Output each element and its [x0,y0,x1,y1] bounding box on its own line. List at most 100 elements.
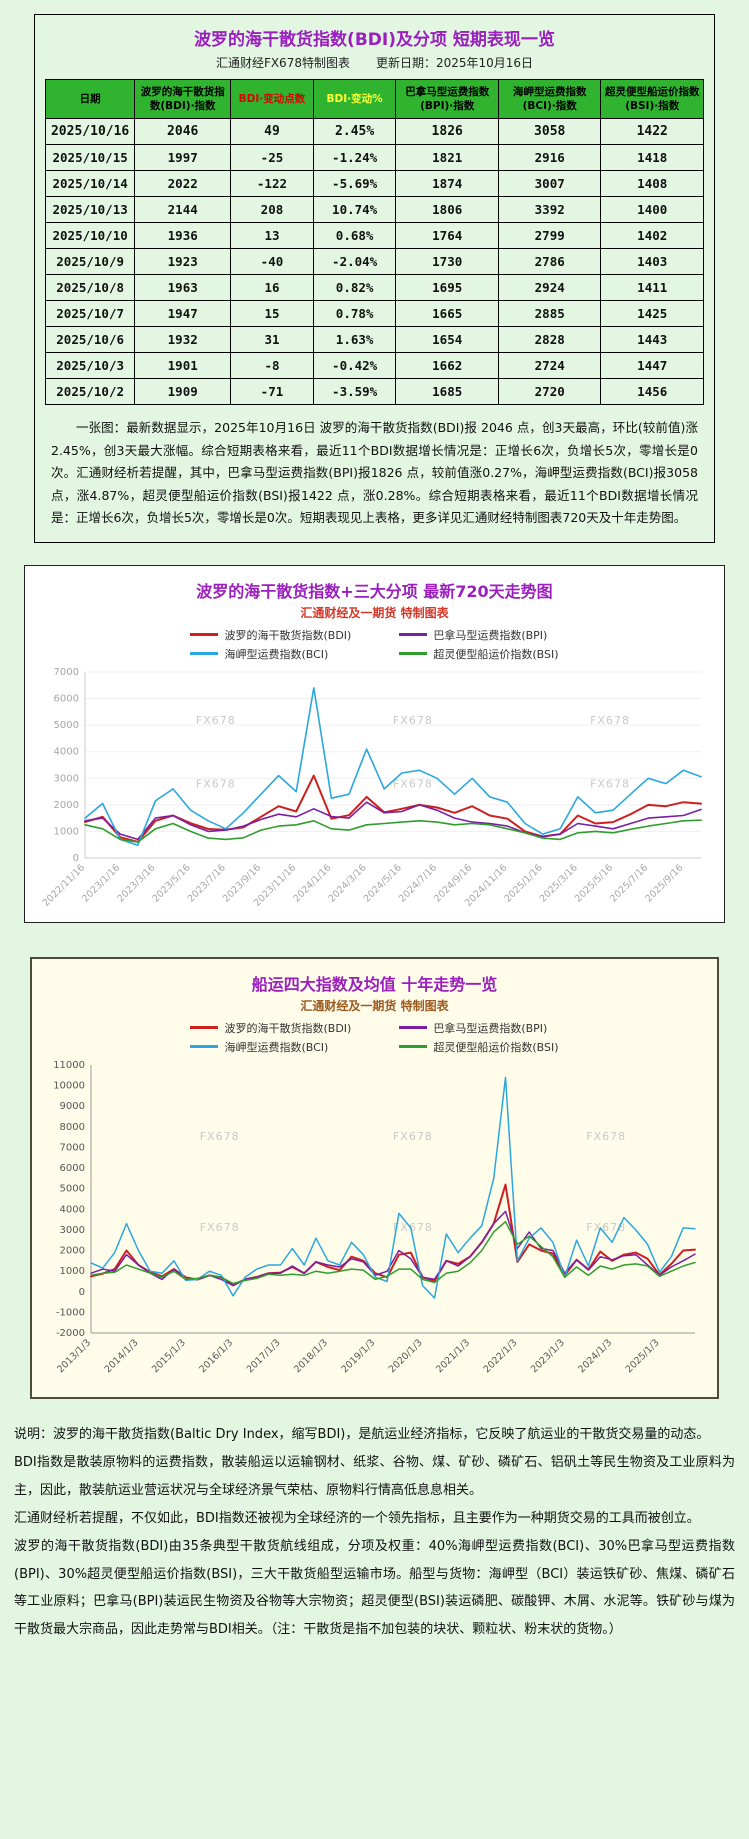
bsi-line-swatch [399,652,428,656]
svg-text:2000: 2000 [53,800,78,811]
value-cell: 1826 [395,118,499,146]
svg-text:0: 0 [72,853,78,864]
svg-text:FX678: FX678 [393,777,433,790]
value-cell: 1402 [600,222,704,250]
svg-text:7000: 7000 [59,1142,84,1153]
legend-item-bci: 海岬型运费指数(BCI) [190,646,351,662]
svg-text:6000: 6000 [59,1163,84,1174]
column-header: 海岬型运费指数(BCI)·指数 [497,78,602,120]
value-cell: -5.69% [312,170,397,198]
svg-text:5000: 5000 [53,720,78,731]
value-cell: -40 [230,248,314,276]
value-cell: 1685 [395,378,499,406]
value-cell: -0.42% [312,352,397,380]
svg-text:10000: 10000 [53,1080,85,1091]
svg-text:2017/1/3: 2017/1/3 [244,1337,282,1375]
table-subtitle-date: 更新日期：2025年10月16日 [375,56,534,70]
value-cell: 1662 [395,352,499,380]
value-cell: -25 [230,144,314,172]
date-cell: 2025/10/2 [44,378,136,406]
value-cell: 1443 [600,326,704,354]
svg-text:2013/1/3: 2013/1/3 [55,1337,93,1375]
svg-text:3000: 3000 [59,1225,84,1236]
value-cell: 2916 [497,144,602,172]
date-cell: 2025/10/7 [44,300,136,328]
header-row: 日期 波罗的海干散货指数(BDI)·指数 BDI·变动点数 BDI·变动% 巴拿马型运费… [44,78,704,120]
svg-text:2025/9/16: 2025/9/16 [643,862,685,904]
svg-text:FX678: FX678 [590,714,630,727]
svg-text:0: 0 [78,1287,84,1298]
value-cell: 2724 [497,352,602,380]
svg-text:11000: 11000 [53,1060,85,1071]
short-term-table-card: 波罗的海干散货指数(BDI)及分项 短期表现一览 汇通财经FX678特制图表 更新… [34,14,715,543]
value-cell: 1821 [395,144,499,172]
legend-item-bdi: 波罗的海干散货指数(BDI) [190,1020,351,1036]
value-cell: 1764 [395,222,499,250]
svg-text:-1000: -1000 [55,1307,84,1318]
svg-text:1000: 1000 [53,826,78,837]
chart-10y-card: 船运四大指数及均值 十年走势一览 汇通财经及一期货 特制图表 波罗的海干散货指数… [30,956,719,1399]
date-cell: 2025/10/16 [44,118,136,146]
value-cell: 1901 [134,352,232,380]
value-cell: 2022 [134,170,232,198]
value-cell: -8 [230,352,314,380]
bdi-short-term-table: 日期 波罗的海干散货指数(BDI)·指数 BDI·变动点数 BDI·变动% 巴拿马型运费… [44,78,704,406]
svg-text:2025/1/3: 2025/1/3 [623,1337,661,1375]
svg-text:9000: 9000 [59,1101,84,1112]
svg-text:FX678: FX678 [393,714,433,727]
legend-label-bsi: 超灵便型船运价指数(BSI) [433,1040,559,1054]
value-cell: 1997 [134,144,232,172]
value-cell: -71 [230,378,314,406]
column-header: BDI·变动% [312,78,397,120]
description-line: 波罗的海干散货指数(BDI)由35条典型干散货航线组成，分项及权重：40%海岬型… [14,1538,735,1638]
value-cell: 1422 [600,118,704,146]
value-cell: 1456 [600,378,704,406]
value-cell: 2144 [134,196,232,224]
table-row: 2025/10/8 1963 16 0.82% 1695 2924 1411 [44,274,704,302]
date-cell: 2025/10/14 [44,170,136,198]
svg-text:2022/11/16: 2022/11/16 [40,862,87,909]
svg-text:4000: 4000 [59,1204,84,1215]
column-header: BDI·变动点数 [230,78,314,120]
legend-label-bpi: 巴拿马型运费指数(BPI) [433,628,548,642]
chart-10y-title: 船运四大指数及均值 十年走势一览 [251,974,498,994]
svg-text:2018/1/3: 2018/1/3 [292,1337,330,1375]
value-cell: -122 [230,170,314,198]
value-cell: 1.63% [312,326,397,354]
table-title: 波罗的海干散货指数(BDI)及分项 短期表现一览 [194,30,555,50]
svg-text:4000: 4000 [53,747,78,758]
value-cell: 1695 [395,274,499,302]
date-cell: 2025/10/10 [44,222,136,250]
description-line: BDI指数是散装原物料的运费指数，散装船运以运输钢材、纸浆、谷物、煤、矿砂、磷矿… [14,1454,735,1498]
value-cell: 15 [230,300,314,328]
value-cell: 3058 [497,118,602,146]
svg-text:8000: 8000 [59,1122,84,1133]
table-row: 2025/10/2 1909 -71 -3.59% 1685 2720 1456 [44,378,704,406]
chart-10y-subtitle: 汇通财经及一期货 特制图表 [300,998,449,1013]
date-cell: 2025/10/8 [44,274,136,302]
svg-text:FX678: FX678 [393,1221,433,1234]
value-cell: 0.82% [312,274,397,302]
date-cell: 2025/10/13 [44,196,136,224]
table-row: 2025/10/14 2022 -122 -5.69% 1874 3007 1408 [44,170,704,198]
svg-text:2022/1/3: 2022/1/3 [481,1337,519,1375]
chart-720-title: 波罗的海干散货指数+三大分项 最新720天走势图 [196,581,553,601]
bpi-line-swatch [399,1026,428,1030]
value-cell: 1806 [395,196,499,224]
value-cell: 13 [230,222,314,250]
svg-text:FX678: FX678 [199,1221,239,1234]
svg-text:3000: 3000 [53,773,78,784]
value-cell: 2720 [497,378,602,406]
svg-text:2000: 2000 [59,1245,84,1256]
table-row: 2025/10/10 1936 13 0.68% 1764 2799 1402 [44,222,704,250]
value-cell: 1400 [600,196,704,224]
column-header: 波罗的海干散货指数(BDI)·指数 [134,78,232,120]
svg-text:2020/1/3: 2020/1/3 [386,1337,424,1375]
value-cell: 1418 [600,144,704,172]
value-cell: 208 [230,196,314,224]
legend-label-bdi: 波罗的海干散货指数(BDI) [224,1021,352,1035]
table-subtitle: 汇通财经FX678特制图表 更新日期：2025年10月16日 [45,54,704,71]
value-cell: 1947 [134,300,232,328]
column-header: 超灵便型船运价指数(BSI)·指数 [600,78,704,120]
value-cell: -1.24% [312,144,397,172]
